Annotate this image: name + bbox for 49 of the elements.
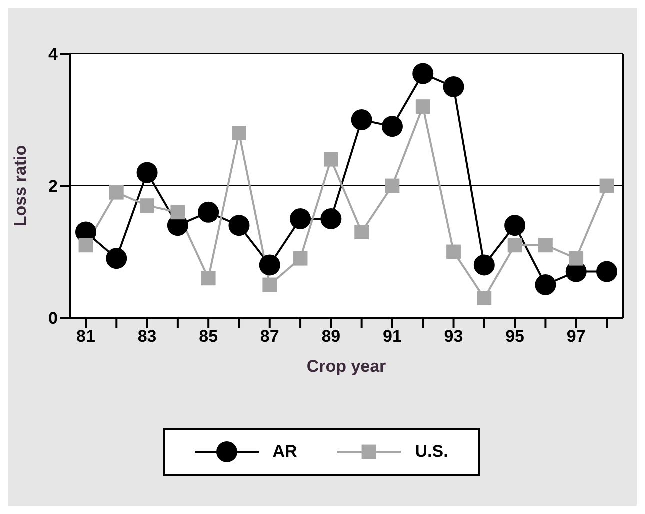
x-tick-label: 89 — [322, 327, 341, 346]
point — [600, 178, 614, 194]
legend-label: U.S. — [415, 442, 448, 462]
point — [170, 205, 186, 220]
x-tick-label: 87 — [260, 327, 280, 346]
x-tick-label: 81 — [76, 327, 96, 346]
point — [320, 208, 342, 230]
point — [569, 251, 584, 266]
point — [262, 278, 278, 292]
point — [416, 100, 430, 114]
y-tick-label: 0 — [48, 309, 58, 328]
point — [78, 238, 94, 253]
point — [477, 291, 492, 306]
point — [140, 198, 154, 213]
point — [109, 185, 124, 200]
point — [504, 215, 526, 236]
x-tick-label: 93 — [444, 327, 464, 346]
x-tick-label: 83 — [138, 327, 157, 346]
x-axis-title: Crop year — [306, 357, 387, 376]
point — [351, 110, 372, 130]
x-tick-label: 85 — [199, 327, 218, 346]
point — [201, 271, 216, 286]
point — [259, 254, 280, 276]
y-axis-title: Loss ratio — [11, 145, 30, 227]
point — [106, 248, 128, 270]
point — [446, 244, 461, 260]
point — [474, 254, 495, 276]
point — [354, 225, 370, 240]
point — [385, 178, 400, 194]
x-tick-label: 95 — [506, 327, 525, 346]
point — [198, 202, 220, 223]
point — [382, 116, 403, 138]
x-tick-label: 97 — [566, 327, 586, 346]
point — [228, 215, 250, 236]
legend-label: AR — [272, 442, 298, 462]
y-tick-label: 2 — [48, 177, 58, 196]
point — [290, 208, 312, 230]
point — [443, 76, 464, 98]
point — [596, 261, 618, 282]
point — [508, 238, 522, 253]
y-tick-label: 4 — [48, 45, 59, 64]
point — [136, 162, 158, 184]
point — [293, 251, 308, 266]
point — [538, 238, 553, 253]
point — [535, 274, 556, 296]
point — [232, 126, 246, 140]
point — [324, 152, 338, 167]
x-tick-label: 91 — [383, 327, 402, 346]
point — [412, 63, 434, 84]
